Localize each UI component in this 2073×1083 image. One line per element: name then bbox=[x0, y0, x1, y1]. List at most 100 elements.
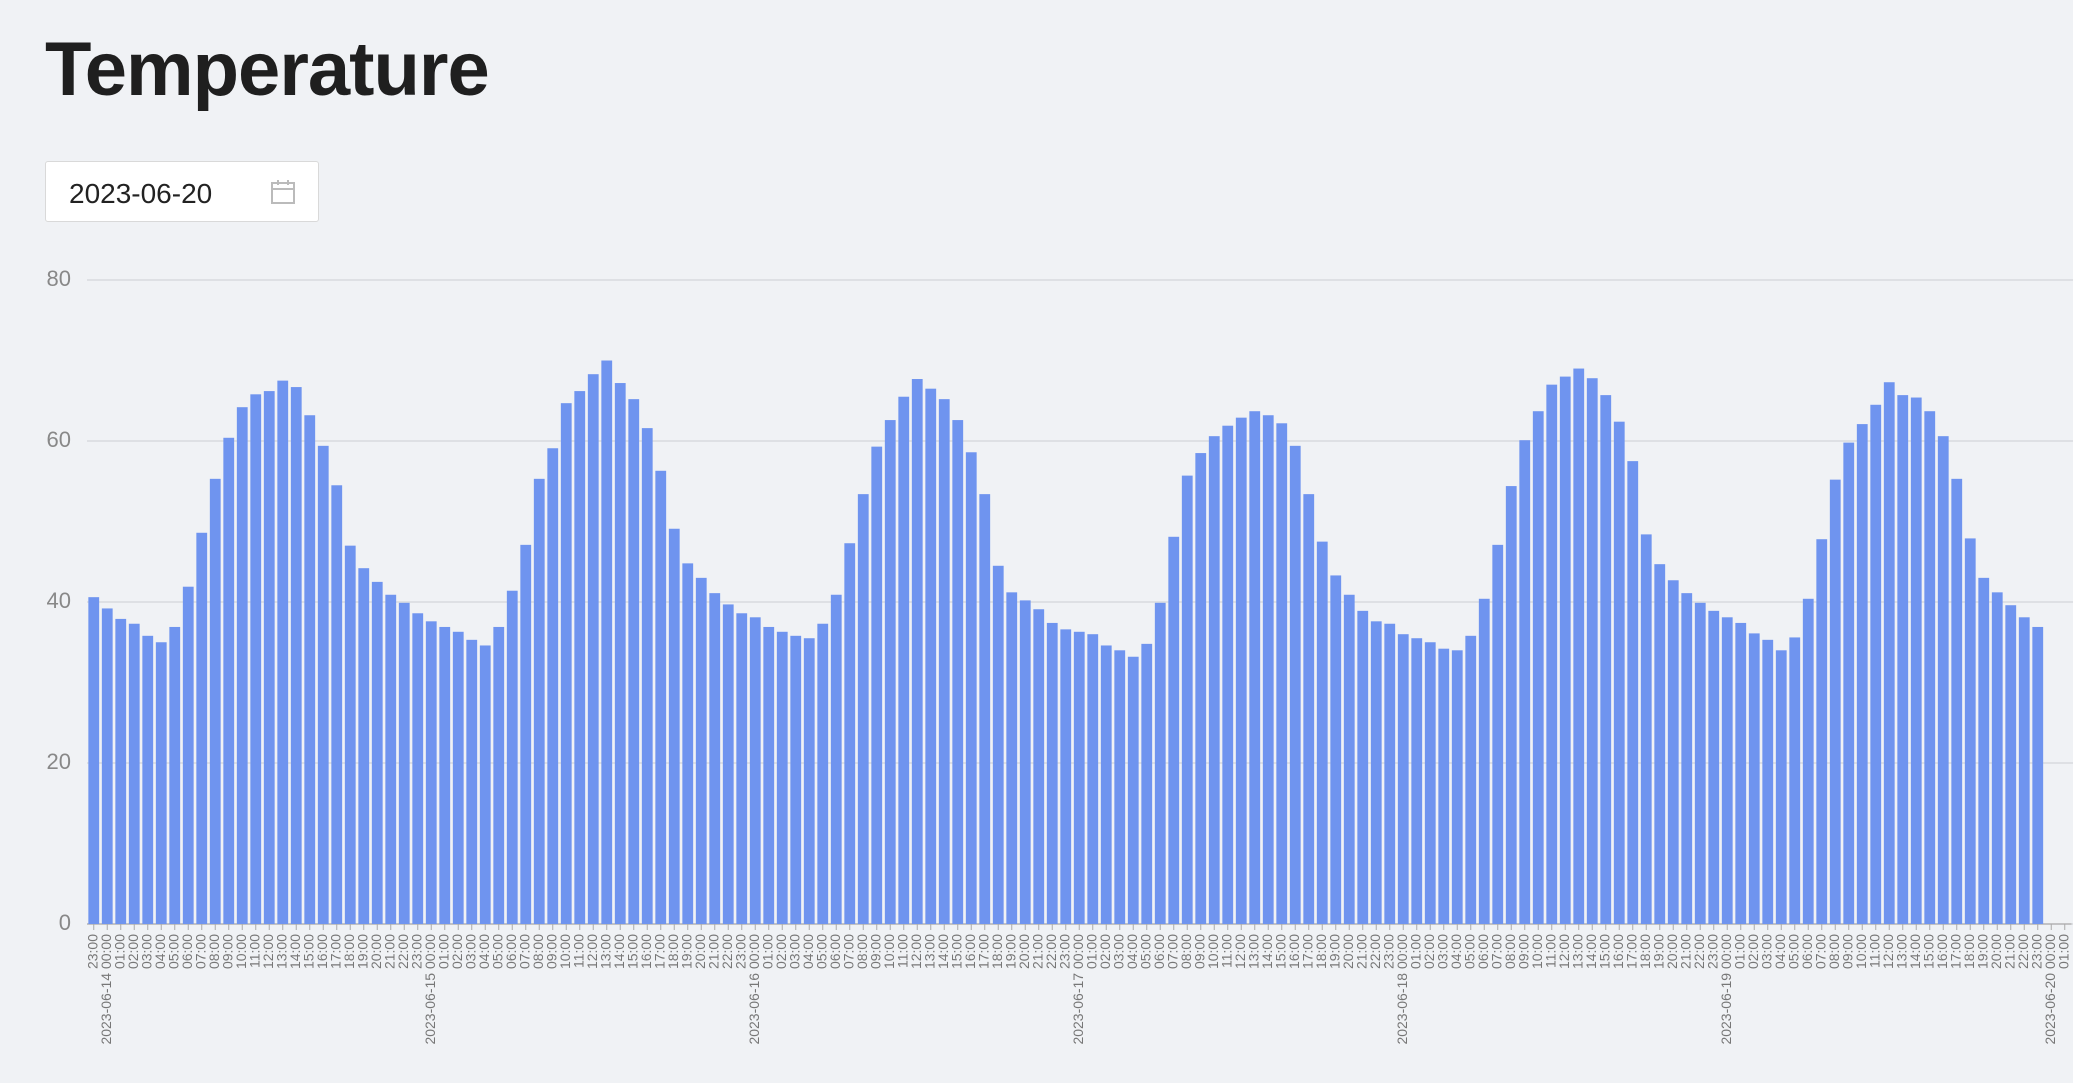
x-tick-label: 16:00 bbox=[1286, 934, 1302, 969]
bar bbox=[1087, 634, 1099, 924]
bar bbox=[263, 391, 275, 925]
bar bbox=[290, 387, 302, 924]
x-tick-label: 07:00 bbox=[1812, 934, 1828, 969]
bar bbox=[898, 396, 910, 925]
bar bbox=[1586, 378, 1598, 925]
bar bbox=[1316, 541, 1328, 924]
bar bbox=[1897, 395, 1909, 924]
x-tick-label: 09:00 bbox=[219, 934, 235, 969]
x-tick-label: 01:00 bbox=[1731, 934, 1747, 969]
x-tick-label: 15:00 bbox=[300, 934, 316, 969]
y-tick-label: 60 bbox=[47, 427, 71, 452]
bar bbox=[250, 394, 262, 924]
x-tick-label: 10:00 bbox=[557, 934, 573, 969]
x-tick-label: 21:00 bbox=[2001, 934, 2017, 969]
x-tick-label: 23:00 bbox=[84, 934, 100, 969]
x-tick-label: 16:00 bbox=[962, 934, 978, 969]
bar bbox=[830, 594, 842, 924]
bar bbox=[1789, 637, 1801, 924]
x-tick-label: 15:00 bbox=[1596, 934, 1612, 969]
x-tick-label: 08:00 bbox=[206, 934, 222, 969]
x-tick-label: 2023-06-19 00:00 bbox=[1718, 934, 1734, 1045]
bar bbox=[695, 577, 707, 924]
bar bbox=[1694, 602, 1706, 924]
bar bbox=[1802, 598, 1814, 924]
bar bbox=[1654, 564, 1666, 924]
x-tick-label: 06:00 bbox=[1151, 934, 1167, 969]
date-picker[interactable]: 2023-06-20 bbox=[45, 161, 319, 222]
bar bbox=[1222, 425, 1234, 924]
x-tick-label: 04:00 bbox=[476, 934, 492, 969]
x-tick-label: 15:00 bbox=[1272, 934, 1288, 969]
x-tick-label: 23:00 bbox=[1056, 934, 1072, 969]
bar bbox=[1235, 417, 1247, 924]
y-tick-label: 20 bbox=[47, 749, 71, 774]
x-tick-label: 20:00 bbox=[368, 934, 384, 969]
bar bbox=[1910, 397, 1922, 924]
x-tick-label: 03:00 bbox=[1110, 934, 1126, 969]
y-tick-label: 40 bbox=[47, 588, 71, 613]
x-tick-label: 06:00 bbox=[1799, 934, 1815, 969]
y-tick-label: 0 bbox=[59, 910, 71, 935]
x-tick-label: 21:00 bbox=[381, 934, 397, 969]
bar bbox=[385, 594, 397, 924]
x-tick-label: 22:00 bbox=[1367, 934, 1383, 969]
y-tick-label: 80 bbox=[47, 266, 71, 291]
x-tick-label: 22:00 bbox=[1691, 934, 1707, 969]
x-tick-label: 18:00 bbox=[1313, 934, 1329, 969]
bar bbox=[1370, 621, 1382, 924]
bar bbox=[722, 604, 734, 924]
bar bbox=[182, 586, 194, 924]
bar bbox=[1667, 580, 1679, 924]
x-tick-label: 2023-06-20 00:00 bbox=[2042, 934, 2058, 1045]
x-tick-label: 01:00 bbox=[1407, 934, 1423, 969]
x-tick-label: 11:00 bbox=[246, 934, 262, 968]
x-tick-label: 20:00 bbox=[1988, 934, 2004, 969]
x-tick-label: 10:00 bbox=[881, 934, 897, 969]
x-tick-label: 04:00 bbox=[1772, 934, 1788, 969]
x-tick-label: 20:00 bbox=[692, 934, 708, 969]
x-tick-label: 11:00 bbox=[1218, 934, 1234, 968]
bar bbox=[587, 374, 599, 924]
bar bbox=[1964, 538, 1976, 924]
bar bbox=[1154, 602, 1166, 924]
bar bbox=[1816, 539, 1828, 924]
x-tick-label: 19:00 bbox=[1002, 934, 1018, 969]
bar bbox=[709, 593, 721, 924]
bar bbox=[2018, 617, 2030, 924]
x-tick-label: 07:00 bbox=[1164, 934, 1180, 969]
bar bbox=[1829, 479, 1841, 924]
x-tick-label: 06:00 bbox=[503, 934, 519, 969]
bar bbox=[1249, 411, 1261, 925]
bar bbox=[1411, 638, 1423, 924]
x-tick-label: 01:00 bbox=[111, 934, 127, 969]
x-tick-label: 07:00 bbox=[840, 934, 856, 969]
bar bbox=[1100, 645, 1112, 924]
bar bbox=[1195, 453, 1207, 924]
x-tick-label: 15:00 bbox=[624, 934, 640, 969]
bar bbox=[1114, 650, 1126, 924]
x-tick-label: 12:00 bbox=[908, 934, 924, 969]
x-tick-label: 12:00 bbox=[1556, 934, 1572, 969]
bar bbox=[547, 448, 559, 924]
bar bbox=[452, 631, 464, 924]
bar bbox=[142, 635, 154, 924]
x-tick-label: 19:00 bbox=[354, 934, 370, 969]
bar bbox=[1640, 534, 1652, 924]
bar bbox=[776, 631, 788, 924]
x-tick-label: 16:00 bbox=[1934, 934, 1950, 969]
bar bbox=[506, 590, 518, 924]
bar bbox=[2005, 605, 2017, 924]
x-tick-label: 13:00 bbox=[1893, 934, 1909, 969]
x-tick-label: 20:00 bbox=[1016, 934, 1032, 969]
x-tick-label: 04:00 bbox=[1448, 934, 1464, 969]
bar bbox=[1559, 376, 1571, 925]
bar bbox=[1951, 478, 1963, 924]
bar bbox=[560, 403, 572, 924]
x-tick-label: 13:00 bbox=[1245, 934, 1261, 969]
x-tick-label: 23:00 bbox=[408, 934, 424, 969]
bar bbox=[1478, 598, 1490, 924]
x-tick-label: 17:00 bbox=[1623, 934, 1639, 969]
